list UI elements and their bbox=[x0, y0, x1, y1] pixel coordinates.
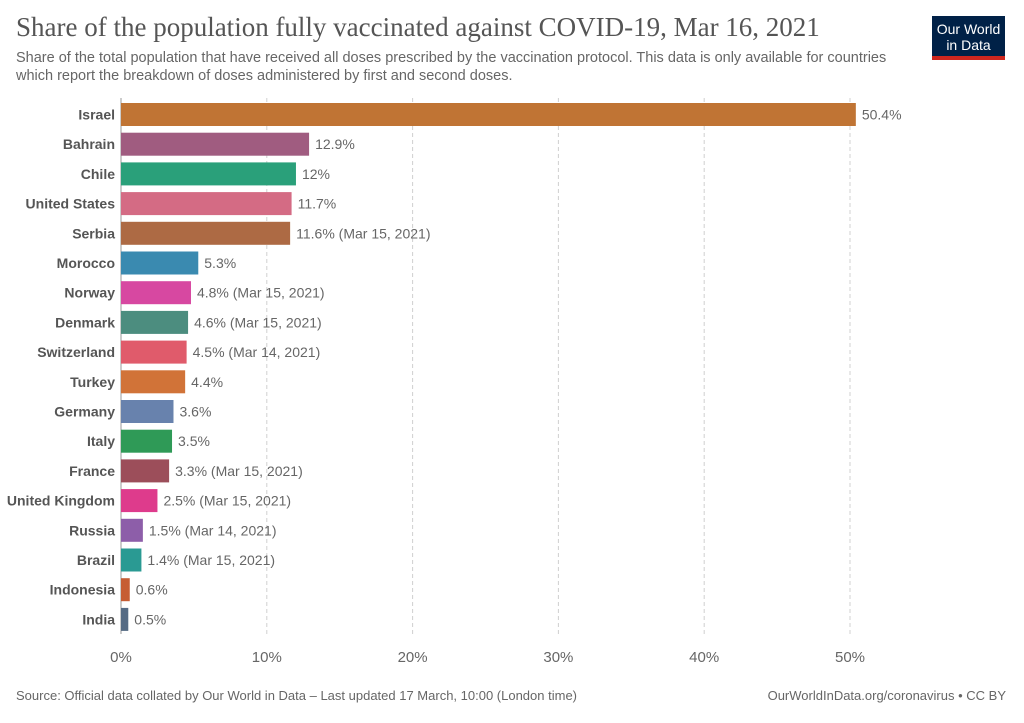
value-label: 3.3% (Mar 15, 2021) bbox=[175, 463, 303, 479]
category-label: Denmark bbox=[55, 314, 115, 330]
category-label: Switzerland bbox=[37, 344, 115, 360]
category-label: Norway bbox=[64, 285, 115, 301]
category-label: Israel bbox=[78, 107, 115, 123]
source-note[interactable]: Source: Official data collated by Our Wo… bbox=[16, 688, 577, 703]
category-label: United States bbox=[26, 196, 116, 212]
bar-germany bbox=[121, 400, 174, 423]
x-tick-label: 30% bbox=[543, 649, 573, 666]
logo-line-1: Our World bbox=[936, 21, 1001, 37]
bar-morocco bbox=[121, 251, 199, 275]
x-tick-label: 10% bbox=[252, 649, 282, 666]
bar-serbia bbox=[121, 221, 291, 245]
owid-logo[interactable]: Our World in Data bbox=[932, 16, 1005, 60]
bar-russia bbox=[121, 518, 143, 542]
x-tick-label: 0% bbox=[110, 649, 132, 666]
bar-united-states bbox=[121, 192, 292, 216]
bar-italy bbox=[121, 429, 173, 453]
bar-israel bbox=[121, 103, 856, 126]
bar-indonesia bbox=[121, 578, 130, 602]
value-label: 2.5% (Mar 15, 2021) bbox=[163, 493, 291, 509]
license-link[interactable]: OurWorldInData.org/coronavirus • CC BY bbox=[767, 688, 1006, 703]
value-label: 4.6% (Mar 15, 2021) bbox=[194, 314, 322, 330]
category-label: Russia bbox=[69, 522, 115, 538]
value-label: 12% bbox=[302, 166, 330, 182]
bar-norway bbox=[121, 281, 191, 305]
category-label: Germany bbox=[54, 404, 115, 420]
category-label: United Kingdom bbox=[7, 493, 115, 509]
value-label: 4.4% bbox=[191, 374, 223, 390]
category-label: Turkey bbox=[70, 374, 115, 390]
chart-title: Share of the population fully vaccinated… bbox=[16, 12, 820, 42]
value-label: 1.4% (Mar 15, 2021) bbox=[147, 552, 275, 568]
logo-line-2: in Data bbox=[946, 37, 991, 53]
bar-turkey bbox=[121, 370, 186, 394]
value-label: 1.5% (Mar 14, 2021) bbox=[149, 522, 277, 538]
bar-brazil bbox=[121, 548, 142, 572]
value-label: 3.5% bbox=[178, 433, 210, 449]
value-label: 4.5% (Mar 14, 2021) bbox=[193, 344, 321, 360]
bar-chile bbox=[121, 162, 296, 186]
category-label: Serbia bbox=[72, 225, 115, 241]
value-label: 11.6% (Mar 15, 2021) bbox=[296, 225, 430, 241]
x-tick-label: 50% bbox=[835, 649, 865, 666]
category-label: Chile bbox=[81, 166, 115, 182]
category-label: India bbox=[82, 611, 115, 627]
value-label: 12.9% bbox=[315, 136, 355, 152]
value-label: 5.3% bbox=[204, 255, 236, 271]
x-tick-label: 20% bbox=[398, 649, 428, 666]
bar-france bbox=[121, 459, 170, 483]
category-label: Morocco bbox=[57, 255, 115, 271]
category-label: Italy bbox=[87, 433, 115, 449]
bar-bahrain bbox=[121, 132, 310, 156]
bar-denmark bbox=[121, 310, 189, 334]
category-label: Indonesia bbox=[50, 582, 116, 598]
x-tick-label: 40% bbox=[689, 649, 719, 666]
bar-switzerland bbox=[121, 340, 187, 364]
value-label: 0.5% bbox=[134, 611, 166, 627]
bar-india bbox=[121, 607, 129, 631]
bar-united-kingdom bbox=[121, 489, 158, 513]
category-label: France bbox=[69, 463, 115, 479]
value-label: 11.7% bbox=[298, 196, 337, 212]
value-label: 50.4% bbox=[862, 107, 902, 123]
chart-subtitle: Share of the total population that have … bbox=[16, 50, 887, 84]
value-label: 4.8% (Mar 15, 2021) bbox=[197, 285, 325, 301]
value-label: 0.6% bbox=[136, 582, 168, 598]
category-label: Bahrain bbox=[63, 136, 115, 152]
category-label: Brazil bbox=[77, 552, 115, 568]
value-label: 3.6% bbox=[179, 404, 211, 420]
